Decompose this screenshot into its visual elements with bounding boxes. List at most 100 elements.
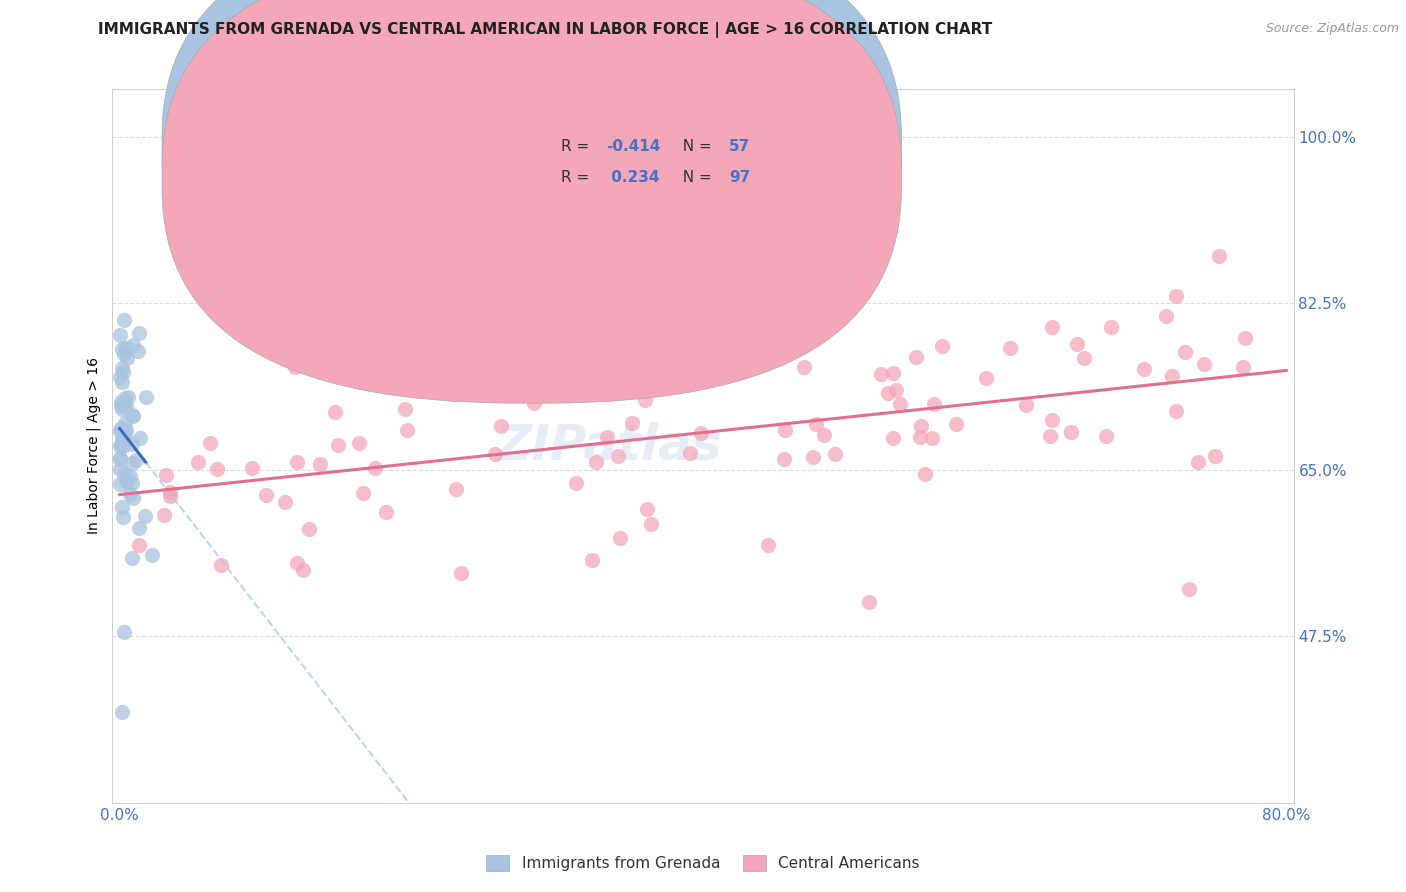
Point [804,417,827,431]
Point [1099,320,1122,334]
Point [159,485,181,500]
Point [110,439,132,453]
Point [1060,425,1083,439]
Point [112,439,135,453]
Text: IMMIGRANTS FROM GRENADA VS CENTRAL AMERICAN IN LABOR FORCE | AGE > 16 CORRELATIO: IMMIGRANTS FROM GRENADA VS CENTRAL AMERI… [98,22,993,38]
Point [111,360,134,375]
Point [110,397,132,411]
Point [910,418,932,433]
Point [285,454,308,468]
Point [931,339,953,353]
Point [756,538,779,552]
Point [323,405,346,419]
FancyBboxPatch shape [162,0,901,403]
Point [110,328,132,343]
Point [523,396,546,410]
Point [689,426,711,441]
Point [869,367,891,381]
Point [114,395,136,409]
Point [285,556,308,570]
Point [352,486,374,500]
Point [640,517,662,532]
Point [326,438,349,452]
Point [585,455,607,469]
Point [773,424,796,438]
Text: -0.414: -0.414 [606,139,661,154]
Point [824,447,846,461]
Point [114,416,136,430]
Point [793,359,815,374]
Point [998,341,1021,355]
Legend: Immigrants from Grenada, Central Americans: Immigrants from Grenada, Central America… [481,849,925,877]
Point [1234,331,1257,345]
Point [111,376,134,390]
Point [110,437,132,451]
Point [111,401,134,416]
Point [129,431,152,445]
Point [111,706,134,720]
Point [114,423,136,437]
Point [309,457,332,471]
Point [858,595,880,609]
Point [882,431,904,445]
Point [112,366,135,380]
Point [474,347,496,361]
Text: R =: R = [561,169,595,185]
Point [773,452,796,467]
Point [945,417,967,431]
Point [110,421,132,435]
Point [112,624,135,639]
Point [1178,582,1201,596]
Point [112,467,135,481]
Point [1066,337,1088,351]
Text: ZIPatlas: ZIPatlas [495,422,721,470]
Point [1208,249,1230,263]
Text: R =: R = [561,139,595,154]
Point [121,408,143,422]
Point [387,357,409,371]
Point [1187,455,1209,469]
Point [112,313,135,327]
Point [187,454,209,468]
Point [121,338,143,352]
Point [1132,361,1154,376]
Point [347,435,370,450]
Point [565,475,588,490]
Point [609,531,631,545]
Point [114,347,136,361]
Point [484,447,506,461]
Point [1040,413,1063,427]
Point [801,450,824,464]
Point [444,482,467,496]
Text: Source: ZipAtlas.com: Source: ZipAtlas.com [1265,22,1399,36]
Point [134,508,156,523]
Point [1164,289,1187,303]
Point [111,343,134,357]
Point [110,394,132,409]
Point [1204,450,1226,464]
Point [118,487,141,501]
Point [679,446,702,460]
Point [363,460,385,475]
Point [827,258,849,272]
Point [1073,351,1095,366]
Point [565,353,588,368]
Point [159,490,181,504]
Point [634,392,657,407]
Point [122,409,145,423]
Point [117,475,139,489]
Point [813,428,835,442]
Point [273,495,295,509]
Point [773,325,796,339]
Point [110,431,132,445]
Point [110,500,132,514]
Point [110,424,132,438]
FancyBboxPatch shape [491,118,786,207]
Point [914,467,936,482]
Point [205,462,228,476]
Point [298,522,321,536]
Point [121,551,143,566]
Point [115,423,138,437]
Point [153,508,176,523]
Point [110,461,132,475]
